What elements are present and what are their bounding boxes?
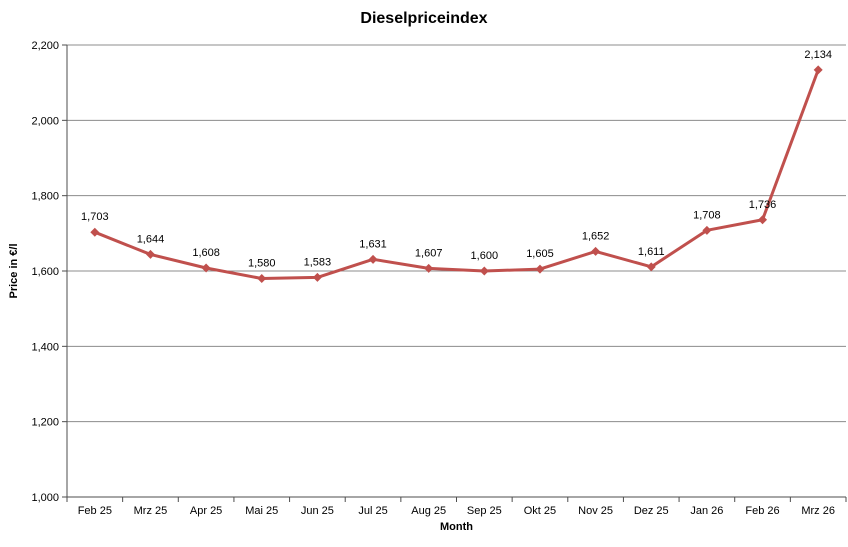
y-tick-label: 1,000	[31, 492, 59, 504]
data-point-marker	[312, 272, 322, 282]
y-tick-label: 1,800	[31, 191, 59, 203]
x-tick-label: Apr 25	[190, 505, 222, 517]
x-tick-label: Nov 25	[578, 505, 613, 517]
x-tick-label: Jul 25	[358, 505, 387, 517]
x-tick-label: Aug 25	[411, 505, 446, 517]
x-tick-label: Jun 25	[301, 505, 334, 517]
data-point-marker	[257, 274, 267, 284]
data-point-label: 1,611	[638, 246, 665, 258]
series-line	[93, 68, 820, 281]
data-point-label: 1,580	[248, 258, 276, 270]
x-axis-title: Month	[440, 521, 473, 533]
data-point-label: 1,583	[304, 256, 332, 268]
data-point-marker	[758, 215, 768, 225]
y-tick-label: 1,200	[31, 417, 59, 429]
x-tick-label: Sep 25	[467, 505, 502, 517]
data-point-marker	[479, 266, 489, 276]
data-point-label: 1,607	[415, 247, 443, 259]
x-tick-label: Mrz 26	[801, 505, 835, 517]
data-point-marker	[145, 249, 155, 259]
x-tick-label: Mrz 25	[134, 505, 168, 517]
data-point-label: 1,736	[749, 199, 777, 211]
data-point-label: 1,652	[582, 230, 610, 242]
data-point-marker	[424, 263, 434, 273]
data-point-marker	[813, 65, 823, 75]
data-point-label: 1,703	[81, 211, 109, 223]
chart-title: Dieselpriceindex	[360, 10, 488, 27]
y-tick-label: 2,000	[31, 115, 59, 127]
y-tick-label: 2,200	[31, 40, 59, 52]
data-point-marker	[368, 254, 378, 264]
x-tick-label: Dez 25	[634, 505, 669, 517]
data-point-marker	[646, 262, 656, 272]
data-point-label: 1,605	[526, 248, 554, 260]
x-tick-label: Feb 26	[745, 505, 779, 517]
data-point-label: 2,134	[804, 49, 832, 61]
x-tick-label: Feb 25	[78, 505, 112, 517]
data-point-marker	[702, 225, 712, 235]
x-tick-label: Okt 25	[524, 505, 556, 517]
x-tick-label: Mai 25	[245, 505, 278, 517]
data-point-marker	[90, 227, 100, 237]
data-point-label: 1,631	[359, 238, 387, 250]
y-tick-label: 1,400	[31, 341, 59, 353]
data-point-marker	[591, 246, 601, 256]
y-tick-label: 1,600	[31, 266, 59, 278]
data-point-label: 1,644	[137, 233, 165, 245]
x-tick-label: Jan 26	[690, 505, 723, 517]
data-point-label: 1,608	[192, 247, 220, 259]
data-point-marker	[535, 264, 545, 274]
data-point-label: 1,708	[693, 209, 721, 221]
data-point-label: 1,600	[471, 250, 499, 262]
data-point-marker	[201, 263, 211, 273]
